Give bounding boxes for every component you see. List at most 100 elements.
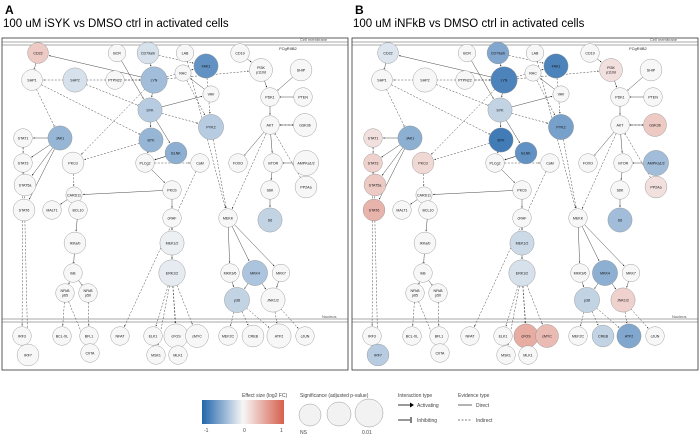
interaction-edge	[500, 64, 501, 66]
node-label: MEK1/2	[166, 241, 179, 245]
node-label: ATF2	[625, 334, 634, 338]
nucleus-label: Nucleus	[672, 314, 686, 319]
node-ikb: IkB	[64, 264, 83, 283]
colorbar-tick-min: -1	[204, 428, 209, 434]
node-jnk: JNK1/2	[261, 288, 285, 312]
node-bclxl: BCL-XL	[53, 327, 72, 346]
node-gsk3b: GSK3b	[294, 114, 317, 137]
node-label: CD19	[585, 51, 594, 55]
interaction-edge	[228, 227, 229, 262]
node-label: ERK1/2	[166, 271, 178, 275]
node-label: BTK	[498, 138, 506, 142]
node-label: FOXO	[233, 161, 243, 165]
node-label: LYN	[151, 78, 158, 82]
membrane-label: Cell membrane	[650, 37, 678, 42]
node-bcr: BCR	[458, 44, 476, 62]
node-label: mTOR	[268, 161, 279, 165]
node-label: RAC	[179, 71, 187, 75]
colorbar-tick-max: 1	[280, 428, 283, 434]
size-legend-circle-small	[299, 404, 321, 426]
node-label: p50	[85, 294, 91, 298]
node-label: CD22	[33, 51, 42, 55]
node-erk: ERK1/2	[509, 260, 535, 286]
node-label: cMYC	[542, 334, 552, 338]
interaction-edge	[582, 226, 599, 260]
node-nfat: NFAT	[461, 327, 480, 346]
interaction-edge	[278, 77, 293, 90]
node-malt1: MALT1	[393, 201, 412, 220]
node-label: STAT6	[19, 208, 30, 212]
node-label: MKK3/6	[574, 271, 587, 275]
node-label: PKCb	[167, 188, 176, 192]
node-label: RAC	[529, 71, 537, 75]
node-label: FAK1	[552, 64, 561, 68]
interaction-edge	[85, 143, 140, 159]
interaction-edge	[612, 284, 616, 290]
node-atf2: ATF2	[617, 324, 641, 348]
node-label: FOXO	[583, 161, 593, 165]
node-shp1: SHP1	[372, 70, 393, 91]
node-label: IRF3	[368, 334, 376, 338]
node-label: CIITA	[86, 351, 96, 355]
interaction-edge	[597, 59, 601, 62]
node-rac: RAC	[175, 65, 191, 81]
interaction-edge	[502, 93, 503, 97]
interaction-edge	[187, 80, 205, 115]
interaction-edge	[213, 139, 226, 208]
node-label: p65	[412, 294, 418, 298]
node-label: NFkB	[61, 289, 71, 293]
interaction-edge	[527, 285, 543, 324]
node-foxo: FOXO	[229, 154, 248, 173]
interaction-edge	[124, 171, 196, 326]
node-mef2c: MEF2C	[569, 327, 588, 346]
interaction-edge	[275, 312, 277, 323]
node-label: JAK1	[56, 136, 65, 140]
interaction-edge	[582, 282, 583, 287]
node-cmyc: cMYC	[536, 325, 559, 348]
node-stat6: STAT6	[363, 199, 385, 221]
node-irf7: IRF7	[367, 344, 389, 366]
node-label: STAT3	[368, 161, 379, 165]
node-label: CD79a/b	[141, 51, 155, 55]
node-irf3: IRF3	[13, 327, 32, 346]
interaction-edge	[429, 280, 432, 284]
node-pp2aa: PP2Aa	[295, 176, 317, 198]
interaction-edge	[627, 281, 629, 287]
node-pkc: PKCb	[513, 181, 532, 200]
arrow-head-icon	[410, 403, 414, 408]
interaction-edge	[424, 254, 425, 263]
node-btk: BTK	[489, 128, 513, 152]
nucleus-label: Nucleus	[322, 314, 336, 319]
node-label: CREB	[248, 334, 259, 338]
interaction-edge	[435, 143, 490, 159]
node-ptpn22: PTPN22	[106, 71, 125, 90]
node-s6: S6	[258, 208, 282, 232]
node-label: SYK	[146, 108, 154, 112]
interaction-edge	[37, 89, 55, 126]
node-label: MALT1	[396, 208, 407, 212]
node-label: AMPKa1/2	[297, 161, 314, 165]
interaction-edge	[621, 134, 623, 152]
node-cfos: cFOS	[514, 324, 538, 348]
node-label: BFL1	[85, 334, 94, 338]
node-mlk1: MLK1	[519, 346, 538, 365]
node-stat5: STAT5a	[364, 174, 386, 196]
interaction-edge	[563, 139, 576, 208]
node-lyn: LYN	[141, 67, 167, 93]
node-label: IRF3	[18, 334, 26, 338]
node-label: ELK1	[499, 334, 508, 338]
node-label: MLK1	[523, 353, 532, 357]
node-label: IKKa/b	[420, 241, 431, 245]
node-irf7: IRF7	[17, 344, 39, 366]
node-cmyc: cMYC	[186, 325, 209, 348]
node-label: MEKK	[573, 216, 584, 220]
node-stat1: STAT1	[14, 129, 33, 148]
node-blnk: BLNK	[165, 142, 187, 164]
interaction-edge	[156, 286, 168, 327]
node-label: BCR	[463, 51, 471, 55]
node-label: MKK4	[250, 271, 260, 275]
